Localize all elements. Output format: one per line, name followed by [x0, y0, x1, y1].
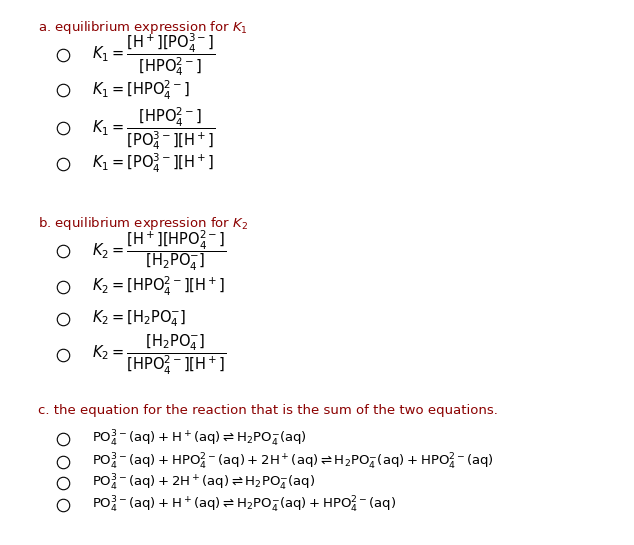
- Text: $K_2 = [\mathrm{HPO_4^{2-}}][\mathrm{H^+}]$: $K_2 = [\mathrm{HPO_4^{2-}}][\mathrm{H^+…: [92, 275, 225, 298]
- Text: $\mathrm{PO_4^{3-}(aq) + 2H^+(aq) \rightleftharpoons H_2PO_4^{-}(aq)}$: $\mathrm{PO_4^{3-}(aq) + 2H^+(aq) \right…: [92, 474, 315, 493]
- Text: b. equilibrium expression for $K_2$: b. equilibrium expression for $K_2$: [38, 215, 248, 232]
- Text: $K_2 = [\mathrm{H_2PO_4^{-}}]$: $K_2 = [\mathrm{H_2PO_4^{-}}]$: [92, 308, 186, 329]
- Text: $K_1 = [\mathrm{HPO_4^{2-}}]$: $K_1 = [\mathrm{HPO_4^{2-}}]$: [92, 79, 190, 102]
- Text: c. the equation for the reaction that is the sum of the two equations.: c. the equation for the reaction that is…: [38, 404, 498, 417]
- Text: $K_1 = [\mathrm{PO_4^{3-}}][\mathrm{H^+}]$: $K_1 = [\mathrm{PO_4^{3-}}][\mathrm{H^+}…: [92, 152, 214, 175]
- Text: $K_2 = \dfrac{[\mathrm{H_2PO_4^{-}}]}{[\mathrm{HPO_4^{2-}}][\mathrm{H^+}]}$: $K_2 = \dfrac{[\mathrm{H_2PO_4^{-}}]}{[\…: [92, 333, 226, 378]
- Text: $K_1 = \dfrac{[\mathrm{HPO_4^{2-}}]}{[\mathrm{PO_4^{3-}}][\mathrm{H^+}]}$: $K_1 = \dfrac{[\mathrm{HPO_4^{2-}}]}{[\m…: [92, 105, 216, 152]
- Text: $\mathrm{PO_4^{3-}(aq) + HPO_4^{2-}(aq) + 2H^+(aq) \rightleftharpoons H_2PO_4^{-: $\mathrm{PO_4^{3-}(aq) + HPO_4^{2-}(aq) …: [92, 452, 494, 471]
- Text: a. equilibrium expression for $K_1$: a. equilibrium expression for $K_1$: [38, 19, 248, 35]
- Text: $\mathrm{PO_4^{3-}(aq) + H^+(aq) \rightleftharpoons H_2PO_4^{-}(aq)}$: $\mathrm{PO_4^{3-}(aq) + H^+(aq) \rightl…: [92, 429, 307, 449]
- Text: $K_1 = \dfrac{[\mathrm{H^+}][\mathrm{PO_4^{3-}}]}{[\mathrm{HPO_4^{2-}}]}$: $K_1 = \dfrac{[\mathrm{H^+}][\mathrm{PO_…: [92, 31, 216, 78]
- Text: $K_2 = \dfrac{[\mathrm{H^+}][\mathrm{HPO_4^{2-}}]}{[\mathrm{H_2PO_4^{-}}]}$: $K_2 = \dfrac{[\mathrm{H^+}][\mathrm{HPO…: [92, 228, 226, 273]
- Text: $\mathrm{PO_4^{3-}(aq) + H^+(aq) \rightleftharpoons H_2PO_4^{-}(aq) + HPO_4^{2-}: $\mathrm{PO_4^{3-}(aq) + H^+(aq) \rightl…: [92, 495, 396, 515]
